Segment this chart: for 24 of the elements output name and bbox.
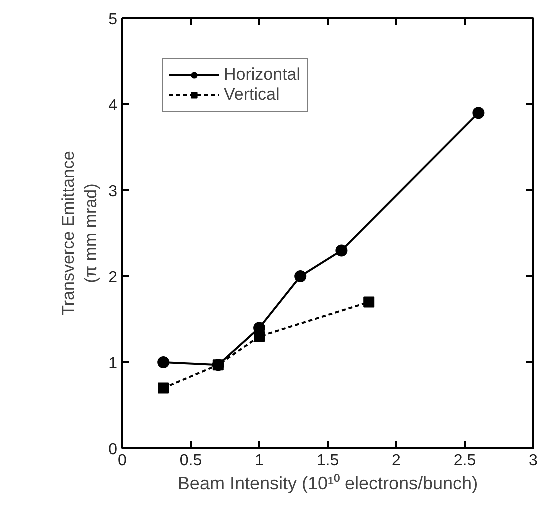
point — [254, 331, 265, 342]
x-tick-label: 1.5 — [316, 452, 340, 470]
y-tick-label: 2 — [108, 270, 118, 286]
point — [336, 244, 348, 257]
x-tick-label: 3 — [529, 452, 538, 470]
y-tick-label: 0 — [108, 442, 118, 458]
point — [294, 270, 307, 282]
x-tick-label: 0.5 — [180, 452, 202, 470]
point — [472, 107, 485, 120]
point — [158, 382, 170, 394]
legend-label: Horizontal — [224, 65, 301, 85]
y-tick-label: 3 — [108, 184, 118, 200]
x-tick-label: 1 — [255, 452, 264, 470]
x-axis-title: Beam Intensity (10¹⁰ electrons/bunch) — [178, 474, 478, 494]
y-tick-label: 4 — [108, 98, 118, 114]
x-tick-label: 2.5 — [454, 452, 476, 470]
y-axis-title: Transverce Emittance (π mm mrad) — [58, 151, 101, 316]
x-tick-label: 2 — [392, 452, 402, 470]
legend-label: Vertical — [224, 85, 280, 105]
point — [212, 360, 224, 371]
y-tick-label: 1 — [108, 356, 118, 372]
point — [364, 296, 375, 308]
point — [158, 356, 170, 368]
y-tick-label: 5 — [108, 12, 118, 28]
